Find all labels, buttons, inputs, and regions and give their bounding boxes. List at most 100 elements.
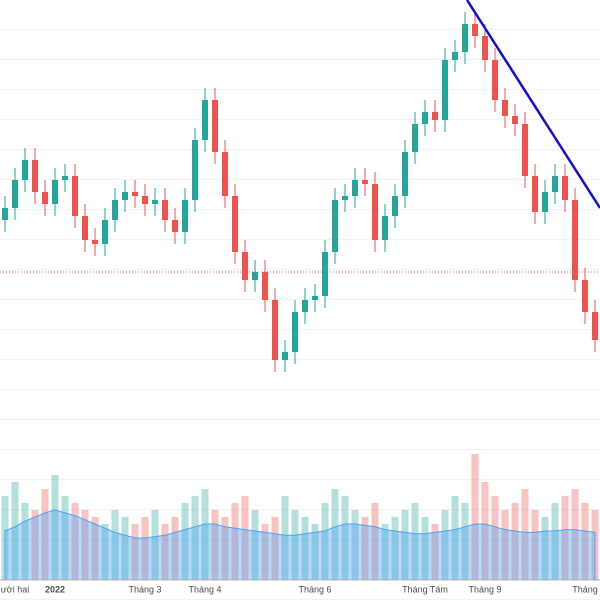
volume-bar	[351, 510, 359, 580]
candle-body	[192, 140, 198, 200]
candle-body	[232, 196, 238, 252]
candle-body	[522, 124, 528, 176]
candle-body	[422, 112, 428, 124]
candle-body	[352, 180, 358, 196]
candle-body	[42, 192, 48, 204]
volume-bar	[21, 503, 29, 580]
candle-body	[152, 200, 158, 204]
volume-bar	[91, 517, 99, 580]
volume-bar	[171, 517, 179, 580]
candle-body	[92, 240, 98, 244]
candle-body	[592, 312, 598, 340]
x-tick-label: Tháng Tám	[402, 584, 448, 594]
candle-body	[512, 116, 518, 124]
candle-body	[502, 100, 508, 116]
volume-bar	[451, 496, 459, 580]
volume-bar	[101, 524, 109, 580]
candle-body	[442, 60, 448, 120]
candle-body	[182, 200, 188, 232]
volume-bar	[231, 503, 239, 580]
volume-bar	[511, 503, 519, 580]
volume-bar	[491, 496, 499, 580]
candle-body	[282, 352, 288, 360]
candle-body	[482, 36, 488, 60]
volume-bar	[581, 503, 589, 580]
volume-bar	[461, 503, 469, 580]
x-tick-label: Tháng	[572, 584, 598, 594]
volume-bar	[431, 524, 439, 580]
x-tick-label: Tháng 3	[128, 584, 161, 594]
candle-body	[462, 24, 468, 52]
candle-body	[542, 192, 548, 212]
volume-bar	[291, 510, 299, 580]
candle-body	[342, 196, 348, 200]
volume-bar	[271, 517, 279, 580]
candle-body	[372, 184, 378, 240]
candle-body	[52, 180, 58, 204]
trend-line	[465, 0, 600, 209]
candle-body	[322, 252, 328, 296]
candle-body	[412, 124, 418, 152]
candle-body	[72, 176, 78, 216]
volume-bar	[11, 482, 19, 580]
candle-body	[32, 160, 38, 192]
candle-body	[202, 100, 208, 140]
candle-body	[112, 200, 118, 220]
candle-body	[362, 180, 368, 184]
volume-bar	[501, 510, 509, 580]
volume-bar	[161, 524, 169, 580]
candle-body	[12, 180, 18, 208]
x-tick-label: 2022	[45, 584, 65, 594]
candle-body	[452, 52, 458, 60]
volume-bar	[201, 489, 209, 580]
volume-bar	[281, 496, 289, 580]
candle-body	[402, 152, 408, 196]
candle-body	[262, 272, 268, 300]
candle-body	[302, 300, 308, 312]
volume-bar	[71, 503, 79, 580]
candle-body	[382, 216, 388, 240]
candle-body	[162, 200, 168, 220]
volume-bar	[391, 517, 399, 580]
candle-body	[222, 152, 228, 196]
candle-body	[172, 220, 178, 232]
candle-body	[142, 196, 148, 204]
volume-bar	[381, 524, 389, 580]
volume-bar	[561, 496, 569, 580]
volume-bar	[311, 524, 319, 580]
volume-bar	[441, 510, 449, 580]
volume-bar	[211, 510, 219, 580]
volume-bar	[241, 496, 249, 580]
candle-body	[332, 200, 338, 252]
volume-bar	[31, 510, 39, 580]
candle-body	[552, 176, 558, 192]
candle-body	[492, 60, 498, 100]
volume-bar	[261, 524, 269, 580]
volume-bar	[341, 496, 349, 580]
candle-body	[22, 160, 28, 180]
volume-bar	[191, 496, 199, 580]
volume-bar	[321, 503, 329, 580]
volume-bar	[421, 517, 429, 580]
candle-body	[432, 112, 438, 120]
candle-body	[252, 272, 258, 280]
volume-bar	[111, 510, 119, 580]
volume-bar	[221, 517, 229, 580]
candle-body	[102, 220, 108, 244]
candle-body	[292, 312, 298, 352]
volume-bar	[61, 496, 69, 580]
volume-bar	[131, 524, 139, 580]
x-tick-label: Tháng 6	[298, 584, 331, 594]
x-tick-label: Tháng 4	[188, 584, 221, 594]
volume-bar	[541, 517, 549, 580]
candle-body	[562, 176, 568, 200]
candle-body	[312, 296, 318, 300]
volume-bar	[301, 517, 309, 580]
volume-bar	[331, 489, 339, 580]
volume-bar	[51, 475, 59, 580]
volume-bar	[531, 510, 539, 580]
volume-bar	[481, 482, 489, 580]
candle-body	[62, 176, 68, 180]
